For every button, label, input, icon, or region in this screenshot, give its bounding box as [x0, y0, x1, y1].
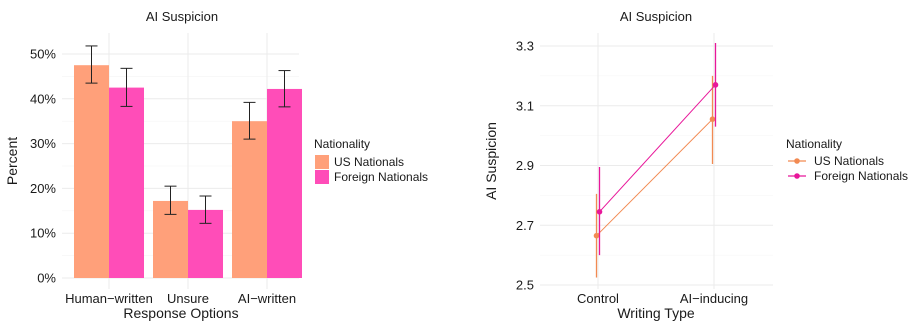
line-x-tick-label: Control	[577, 291, 619, 306]
line-y-tick-label: 2.7	[516, 218, 534, 233]
bar-0-0	[74, 65, 109, 278]
bar-marks	[74, 65, 302, 278]
bar-x-tick-labels: Human−written Unsure AI−written	[65, 291, 296, 306]
bar-y-tick-labels: 0% 10% 20% 30% 40% 50%	[30, 47, 56, 286]
line-x-tick-labels: Control AI−inducing	[577, 291, 748, 306]
line-y-tick-label: 2.9	[516, 158, 534, 173]
legend-swatch	[315, 170, 329, 184]
line-y-tick-label: 2.5	[516, 278, 534, 293]
bar-legend-title: Nationality	[314, 137, 370, 151]
bar-2-0	[232, 121, 267, 278]
bar-0-1	[109, 87, 144, 278]
series-point	[593, 232, 600, 239]
series-line	[599, 84, 716, 213]
legend-point	[794, 158, 800, 164]
bar-x-tick-label: AI−written	[238, 291, 296, 306]
line-y-tick-labels: 2.5 2.7 2.9 3.1 3.3	[516, 39, 534, 293]
series-point	[712, 82, 719, 88]
legend-label: Foreign Nationals	[334, 170, 428, 184]
legend-label: Foreign Nationals	[814, 169, 908, 183]
legend-label: US Nationals	[814, 154, 884, 168]
series-point	[709, 116, 716, 122]
line-chart-panel: AI Suspicion 2.5 2.7 2.9 3.1 3.3 Control AI−i…	[483, 9, 908, 321]
bar-2-1	[267, 88, 302, 278]
series-point	[596, 209, 603, 215]
line-y-tick-label: 3.1	[516, 98, 534, 113]
bar-y-tick-label: 10%	[30, 226, 56, 241]
bar-x-tick-label: Human−written	[65, 291, 153, 306]
line-x-axis-label: Writing Type	[617, 305, 695, 321]
line-marks	[593, 43, 719, 278]
legend-label: US Nationals	[334, 155, 404, 169]
bar-chart-panel: AI Suspicion 0% 10% 20% 30% 40% 50% Human−wri…	[4, 9, 428, 321]
bar-y-tick-label: 40%	[30, 91, 56, 106]
bar-x-tick-label: Unsure	[167, 291, 209, 306]
bar-y-tick-label: 30%	[30, 136, 56, 151]
line-x-tick-label: AI−inducing	[680, 291, 748, 306]
line-y-tick-label: 3.3	[516, 39, 534, 54]
legend-swatch	[315, 155, 329, 169]
line-plot-background	[540, 33, 773, 289]
line-legend-title: Nationality	[786, 137, 842, 151]
bar-y-axis-label: Percent	[4, 137, 20, 185]
line-grid	[540, 33, 773, 289]
line-y-axis-label: AI Suspicion	[483, 122, 499, 200]
bar-y-tick-label: 20%	[30, 181, 56, 196]
bar-x-axis-label: Response Options	[123, 305, 238, 321]
bar-y-tick-label: 50%	[30, 47, 56, 62]
series-line	[596, 118, 713, 237]
legend-point	[794, 173, 800, 179]
bar-y-tick-label: 0%	[37, 271, 56, 286]
bar-error-bars	[85, 45, 291, 224]
bar-chart-title: AI Suspicion	[146, 9, 218, 24]
line-chart-title: AI Suspicion	[620, 9, 692, 24]
